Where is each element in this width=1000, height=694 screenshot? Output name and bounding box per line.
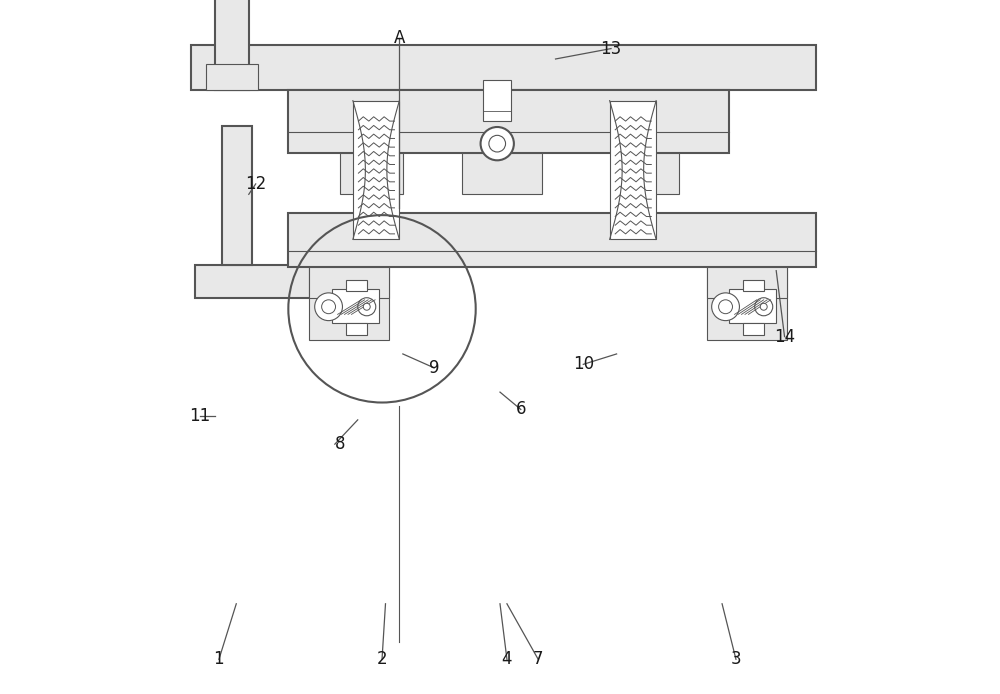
Bar: [729, 289, 776, 323]
Text: 11: 11: [190, 407, 211, 425]
Bar: [743, 323, 764, 335]
Circle shape: [358, 298, 376, 316]
Bar: [222, 126, 252, 265]
Bar: [206, 64, 258, 90]
Circle shape: [755, 298, 773, 316]
Bar: [617, 153, 679, 194]
Bar: [707, 267, 787, 340]
Bar: [288, 90, 729, 153]
Bar: [353, 101, 399, 239]
Text: 10: 10: [573, 355, 594, 373]
Bar: [288, 213, 816, 267]
Circle shape: [719, 300, 732, 314]
Text: 8: 8: [335, 435, 346, 453]
Text: 7: 7: [533, 650, 543, 668]
Bar: [309, 267, 389, 298]
Text: 13: 13: [600, 40, 622, 58]
Bar: [332, 289, 379, 323]
Circle shape: [322, 300, 336, 314]
Circle shape: [481, 127, 514, 160]
Text: 2: 2: [377, 650, 387, 668]
Bar: [215, 0, 249, 90]
Bar: [195, 265, 316, 298]
Circle shape: [760, 303, 767, 310]
Bar: [462, 153, 542, 194]
Bar: [191, 45, 816, 90]
Text: 14: 14: [774, 328, 795, 346]
Text: 9: 9: [429, 359, 439, 377]
Circle shape: [363, 303, 370, 310]
Bar: [346, 323, 367, 335]
Circle shape: [489, 135, 506, 152]
Text: 6: 6: [516, 400, 526, 418]
Circle shape: [712, 293, 739, 321]
Bar: [340, 153, 403, 194]
Text: A: A: [394, 29, 405, 47]
Bar: [346, 280, 367, 291]
Text: 3: 3: [731, 650, 741, 668]
Text: 4: 4: [502, 650, 512, 668]
Bar: [309, 267, 389, 340]
Bar: [610, 101, 656, 239]
Bar: [707, 267, 787, 298]
Text: 12: 12: [245, 175, 266, 193]
Bar: [483, 80, 511, 121]
Circle shape: [315, 293, 342, 321]
Text: 1: 1: [214, 650, 224, 668]
Bar: [743, 280, 764, 291]
